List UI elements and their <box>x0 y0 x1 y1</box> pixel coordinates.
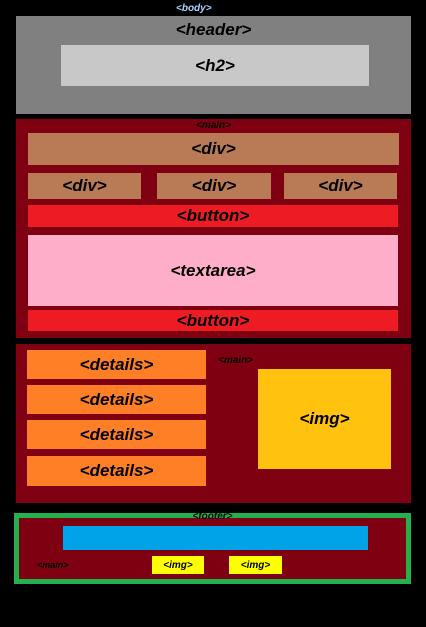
div-block-1: <div> <box>28 173 141 199</box>
div-block-3: <div> <box>284 173 397 199</box>
h2-block: <h2> <box>61 45 369 86</box>
body-label: <body> <box>176 3 212 14</box>
details-block-4: <details> <box>27 456 206 486</box>
header-label: <header> <box>175 20 252 39</box>
details-block-3: <details> <box>27 420 206 449</box>
main-top-label: <main> <box>195 120 232 131</box>
main-middle-label: <main> <box>218 355 254 366</box>
img-block-small-2: <img> <box>229 556 282 574</box>
button-block-top: <button> <box>28 205 398 227</box>
details-block-2: <details> <box>27 385 206 414</box>
footer-main-label: <main> <box>37 560 69 570</box>
img-block-small-1: <img> <box>152 556 204 574</box>
img-block-large: <img> <box>258 369 391 469</box>
textarea-block: <textarea> <box>28 235 398 306</box>
footer-bar-block <box>63 526 368 550</box>
footer-label: <footer> <box>192 511 233 522</box>
div-block-2: <div> <box>157 173 271 199</box>
details-block-1: <details> <box>27 350 206 379</box>
div-wide-block: <div> <box>28 133 399 165</box>
button-block-bottom: <button> <box>28 310 398 331</box>
